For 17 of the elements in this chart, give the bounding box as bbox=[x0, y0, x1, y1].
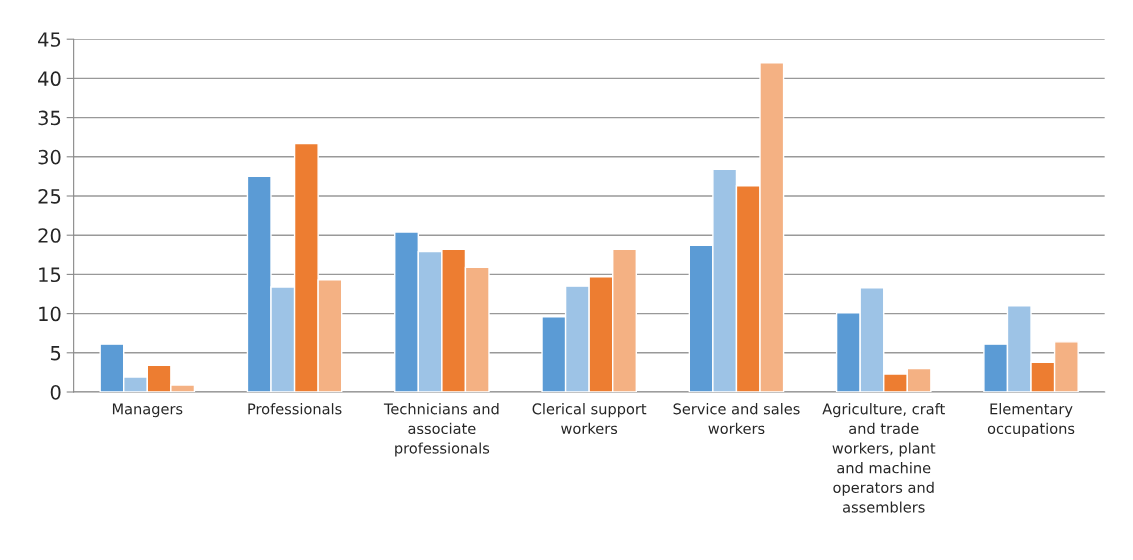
x-tick-label: Professionals bbox=[248, 403, 342, 415]
y-tick-label: 35 bbox=[38, 110, 61, 126]
x-tick-label: Technicians and associate professionals bbox=[383, 403, 499, 457]
y-tick-label: 15 bbox=[39, 267, 61, 283]
y-tick-label: 30 bbox=[38, 149, 61, 165]
y-tick-label: 20 bbox=[38, 228, 61, 243]
y-tick-label: 0 bbox=[50, 384, 61, 400]
y-tick-label: 25 bbox=[38, 188, 61, 204]
x-tick-label: Elementary occupations bbox=[987, 403, 1075, 437]
x-tick-label: Clerical support workers bbox=[532, 403, 647, 435]
x-tick-label: Managers bbox=[112, 403, 183, 418]
y-tick-label: 40 bbox=[38, 71, 61, 87]
y-tick-label: 10 bbox=[39, 306, 61, 322]
y-tick-label: 45 bbox=[38, 32, 61, 47]
y-tick-label: 5 bbox=[50, 346, 61, 361]
x-tick-label: Agriculture, craft and trade workers, plant and machine operators and assemblers bbox=[822, 403, 945, 513]
x-tick-label: Service and sales workers bbox=[673, 403, 800, 435]
